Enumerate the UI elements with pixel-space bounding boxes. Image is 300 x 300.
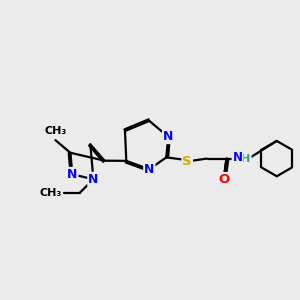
Text: N: N xyxy=(232,151,242,164)
Text: O: O xyxy=(218,173,230,186)
Text: N: N xyxy=(163,130,173,143)
Text: H: H xyxy=(242,154,251,164)
Text: S: S xyxy=(182,154,192,167)
Text: N: N xyxy=(144,163,154,176)
Text: CH₃: CH₃ xyxy=(44,127,67,136)
Text: CH₃: CH₃ xyxy=(39,188,62,198)
Text: N: N xyxy=(67,168,77,181)
Text: N: N xyxy=(88,173,99,186)
